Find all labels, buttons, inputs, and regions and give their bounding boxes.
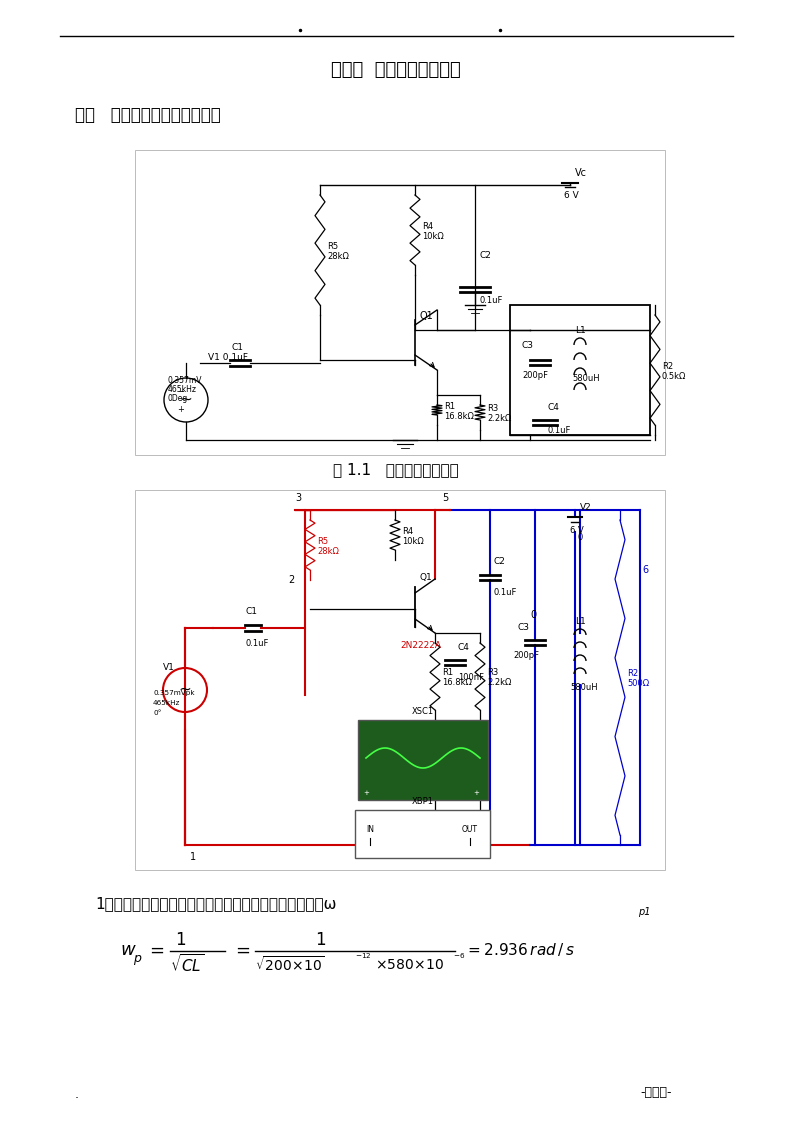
Text: R3: R3: [487, 668, 498, 677]
Text: 实验一  高频小信号放大器: 实验一 高频小信号放大器: [331, 61, 461, 79]
Text: 6 V: 6 V: [570, 525, 584, 534]
Text: 28kΩ: 28kΩ: [317, 546, 339, 555]
Text: L1: L1: [575, 325, 586, 334]
Text: 图 1.1   高频小信号放大器: 图 1.1 高频小信号放大器: [333, 462, 459, 478]
Text: 0Deg: 0Deg: [168, 394, 188, 403]
Text: V1: V1: [163, 663, 175, 672]
Text: R5: R5: [317, 536, 328, 545]
Bar: [135, 150, 665, 456]
Text: 200pF: 200pF: [513, 651, 539, 660]
Text: Q1: Q1: [420, 311, 434, 321]
Text: 1: 1: [174, 931, 186, 949]
Text: +: +: [178, 405, 185, 414]
Text: R1: R1: [442, 668, 453, 677]
Text: 0°: 0°: [153, 710, 161, 716]
Text: R2: R2: [662, 361, 673, 370]
Text: .: .: [75, 1088, 79, 1102]
Text: V1 0.1uF: V1 0.1uF: [208, 352, 248, 361]
Text: 580uH: 580uH: [570, 683, 598, 692]
Text: 0.1uF: 0.1uF: [548, 425, 572, 434]
Text: C2: C2: [480, 250, 492, 259]
Text: 0.357mV: 0.357mV: [168, 376, 202, 385]
Text: ~: ~: [178, 681, 191, 697]
Text: OUT: OUT: [462, 826, 478, 835]
Text: C3: C3: [522, 340, 534, 349]
Text: 580uH: 580uH: [572, 374, 600, 383]
Text: 0.5kΩ: 0.5kΩ: [662, 371, 687, 380]
Text: +: +: [473, 790, 479, 795]
Text: $^{-12}$: $^{-12}$: [355, 953, 372, 963]
Text: IN: IN: [366, 826, 374, 835]
Text: C2: C2: [493, 557, 505, 565]
Text: ~: ~: [180, 392, 193, 406]
Text: R4: R4: [402, 526, 413, 535]
Text: 465kHz: 465kHz: [153, 700, 180, 706]
Text: $^{-6}$: $^{-6}$: [453, 953, 465, 963]
Text: –: –: [178, 386, 184, 396]
Text: XSC1: XSC1: [412, 708, 434, 717]
Text: R5: R5: [327, 241, 338, 250]
Text: 6 V: 6 V: [564, 191, 579, 200]
Text: V2: V2: [580, 503, 592, 512]
Text: 16.8kΩ: 16.8kΩ: [444, 412, 474, 421]
Text: 200pF: 200pF: [522, 370, 548, 379]
Text: 0.1uF: 0.1uF: [493, 588, 516, 597]
Text: C3: C3: [517, 624, 529, 633]
Text: 6: 6: [642, 565, 648, 574]
Text: 5: 5: [442, 493, 448, 503]
Text: 28kΩ: 28kΩ: [327, 251, 349, 260]
Text: -可修遁-: -可修遁-: [640, 1086, 672, 1100]
Text: R1: R1: [444, 402, 455, 411]
Bar: [358, 720, 488, 800]
Text: C1: C1: [232, 342, 244, 351]
Text: p1: p1: [638, 907, 650, 917]
Text: 0: 0: [530, 610, 536, 620]
Text: Vc: Vc: [575, 168, 587, 178]
Text: 10kΩ: 10kΩ: [402, 536, 423, 545]
Text: 1、根据电路中选频网络参数值，计算该电路的谐振频率ω: 1、根据电路中选频网络参数值，计算该电路的谐振频率ω: [95, 896, 336, 911]
Text: 1: 1: [190, 852, 196, 862]
Text: XBP1: XBP1: [412, 798, 434, 807]
Text: Q1: Q1: [420, 572, 433, 581]
Text: 100nF: 100nF: [458, 672, 484, 681]
Text: 一、   单调谐高频小信号放大器: 一、 单调谐高频小信号放大器: [75, 105, 220, 125]
Text: 2.2kΩ: 2.2kΩ: [487, 678, 511, 687]
Text: $p$: $p$: [133, 953, 143, 967]
Bar: [355, 810, 490, 858]
Text: C4: C4: [548, 403, 560, 412]
Text: 10kΩ: 10kΩ: [422, 231, 444, 240]
Text: C4: C4: [458, 643, 470, 652]
Text: 0.1uF: 0.1uF: [480, 295, 504, 304]
Text: L1: L1: [575, 617, 586, 626]
Text: 3: 3: [295, 493, 301, 503]
Text: R2: R2: [627, 669, 638, 678]
Text: 500Ω: 500Ω: [627, 679, 649, 688]
Text: $=$: $=$: [232, 941, 251, 959]
Text: +: +: [363, 790, 369, 795]
Text: 0.1uF: 0.1uF: [245, 638, 268, 647]
Text: C1: C1: [245, 607, 257, 616]
Text: 465kHz: 465kHz: [168, 385, 197, 394]
Bar: [135, 490, 665, 870]
Text: 16.8kΩ: 16.8kΩ: [442, 678, 472, 687]
Text: $\times580\!\times\!10$: $\times580\!\times\!10$: [375, 958, 444, 972]
Text: 2.2kΩ: 2.2kΩ: [487, 414, 511, 423]
Text: $w$: $w$: [120, 941, 136, 959]
Text: $\sqrt{200\!\times\!10}$: $\sqrt{200\!\times\!10}$: [255, 956, 325, 974]
Text: $=$: $=$: [146, 941, 165, 959]
Text: $= 2.936\,rad\,/\,s$: $= 2.936\,rad\,/\,s$: [465, 941, 575, 958]
Text: R3: R3: [487, 404, 498, 413]
Text: 0: 0: [577, 533, 582, 542]
Text: 2: 2: [288, 574, 294, 585]
Text: 1: 1: [315, 931, 325, 949]
Text: R4: R4: [422, 221, 433, 230]
Text: $\sqrt{CL}$: $\sqrt{CL}$: [170, 953, 205, 975]
Bar: [510, 305, 650, 435]
Text: 0.357mVpk: 0.357mVpk: [153, 690, 194, 696]
Text: 2N2222A: 2N2222A: [400, 641, 441, 650]
